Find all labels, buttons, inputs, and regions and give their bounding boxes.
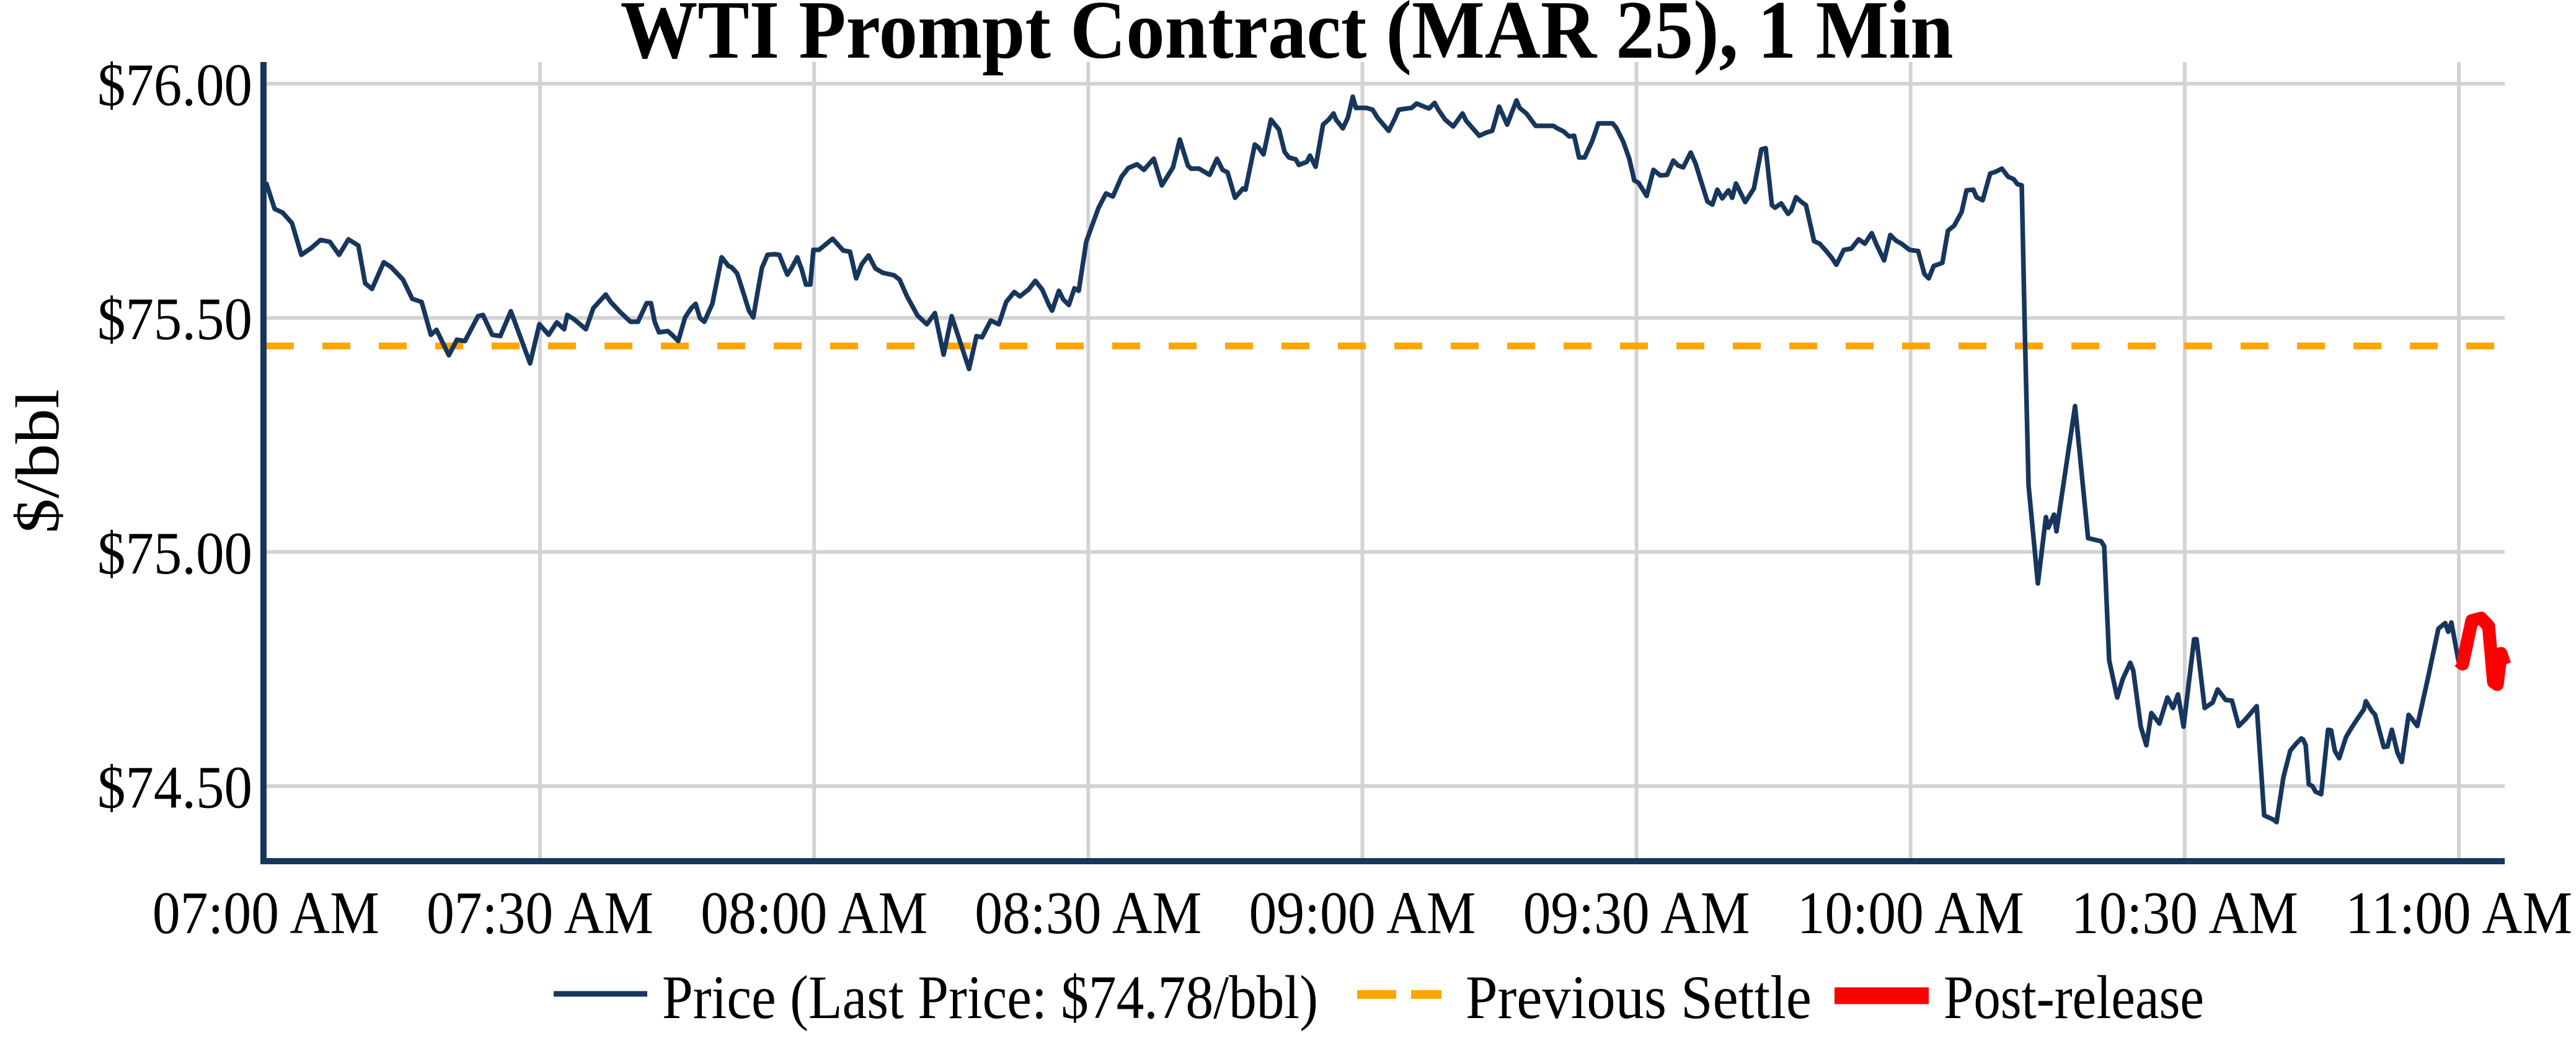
svg-text:Post-release: Post-release	[1944, 963, 2204, 1032]
svg-text:$74.50: $74.50	[97, 755, 252, 822]
svg-text:WTI Prompt Contract (MAR 25),: WTI Prompt Contract (MAR 25), 1 Min	[621, 0, 1954, 76]
svg-text:09:30 AM: 09:30 AM	[1523, 880, 1750, 947]
svg-text:$75.00: $75.00	[97, 520, 252, 587]
svg-text:08:00 AM: 08:00 AM	[701, 880, 927, 947]
svg-text:10:30 AM: 10:30 AM	[2071, 880, 2298, 947]
svg-text:07:00 AM: 07:00 AM	[153, 880, 379, 947]
svg-text:08:30 AM: 08:30 AM	[975, 880, 1202, 947]
svg-text:09:00 AM: 09:00 AM	[1249, 880, 1476, 947]
svg-text:11:00 AM: 11:00 AM	[2345, 880, 2572, 947]
svg-text:Price (Last Price: $74.78/bbl): Price (Last Price: $74.78/bbl)	[662, 963, 1318, 1032]
svg-text:07:30 AM: 07:30 AM	[427, 880, 653, 947]
svg-text:Previous Settle: Previous Settle	[1466, 963, 1812, 1032]
svg-text:$/bbl: $/bbl	[3, 389, 72, 534]
svg-text:10:00 AM: 10:00 AM	[1797, 880, 2024, 947]
svg-text:$75.50: $75.50	[97, 286, 252, 353]
svg-text:$76.00: $76.00	[97, 52, 252, 119]
